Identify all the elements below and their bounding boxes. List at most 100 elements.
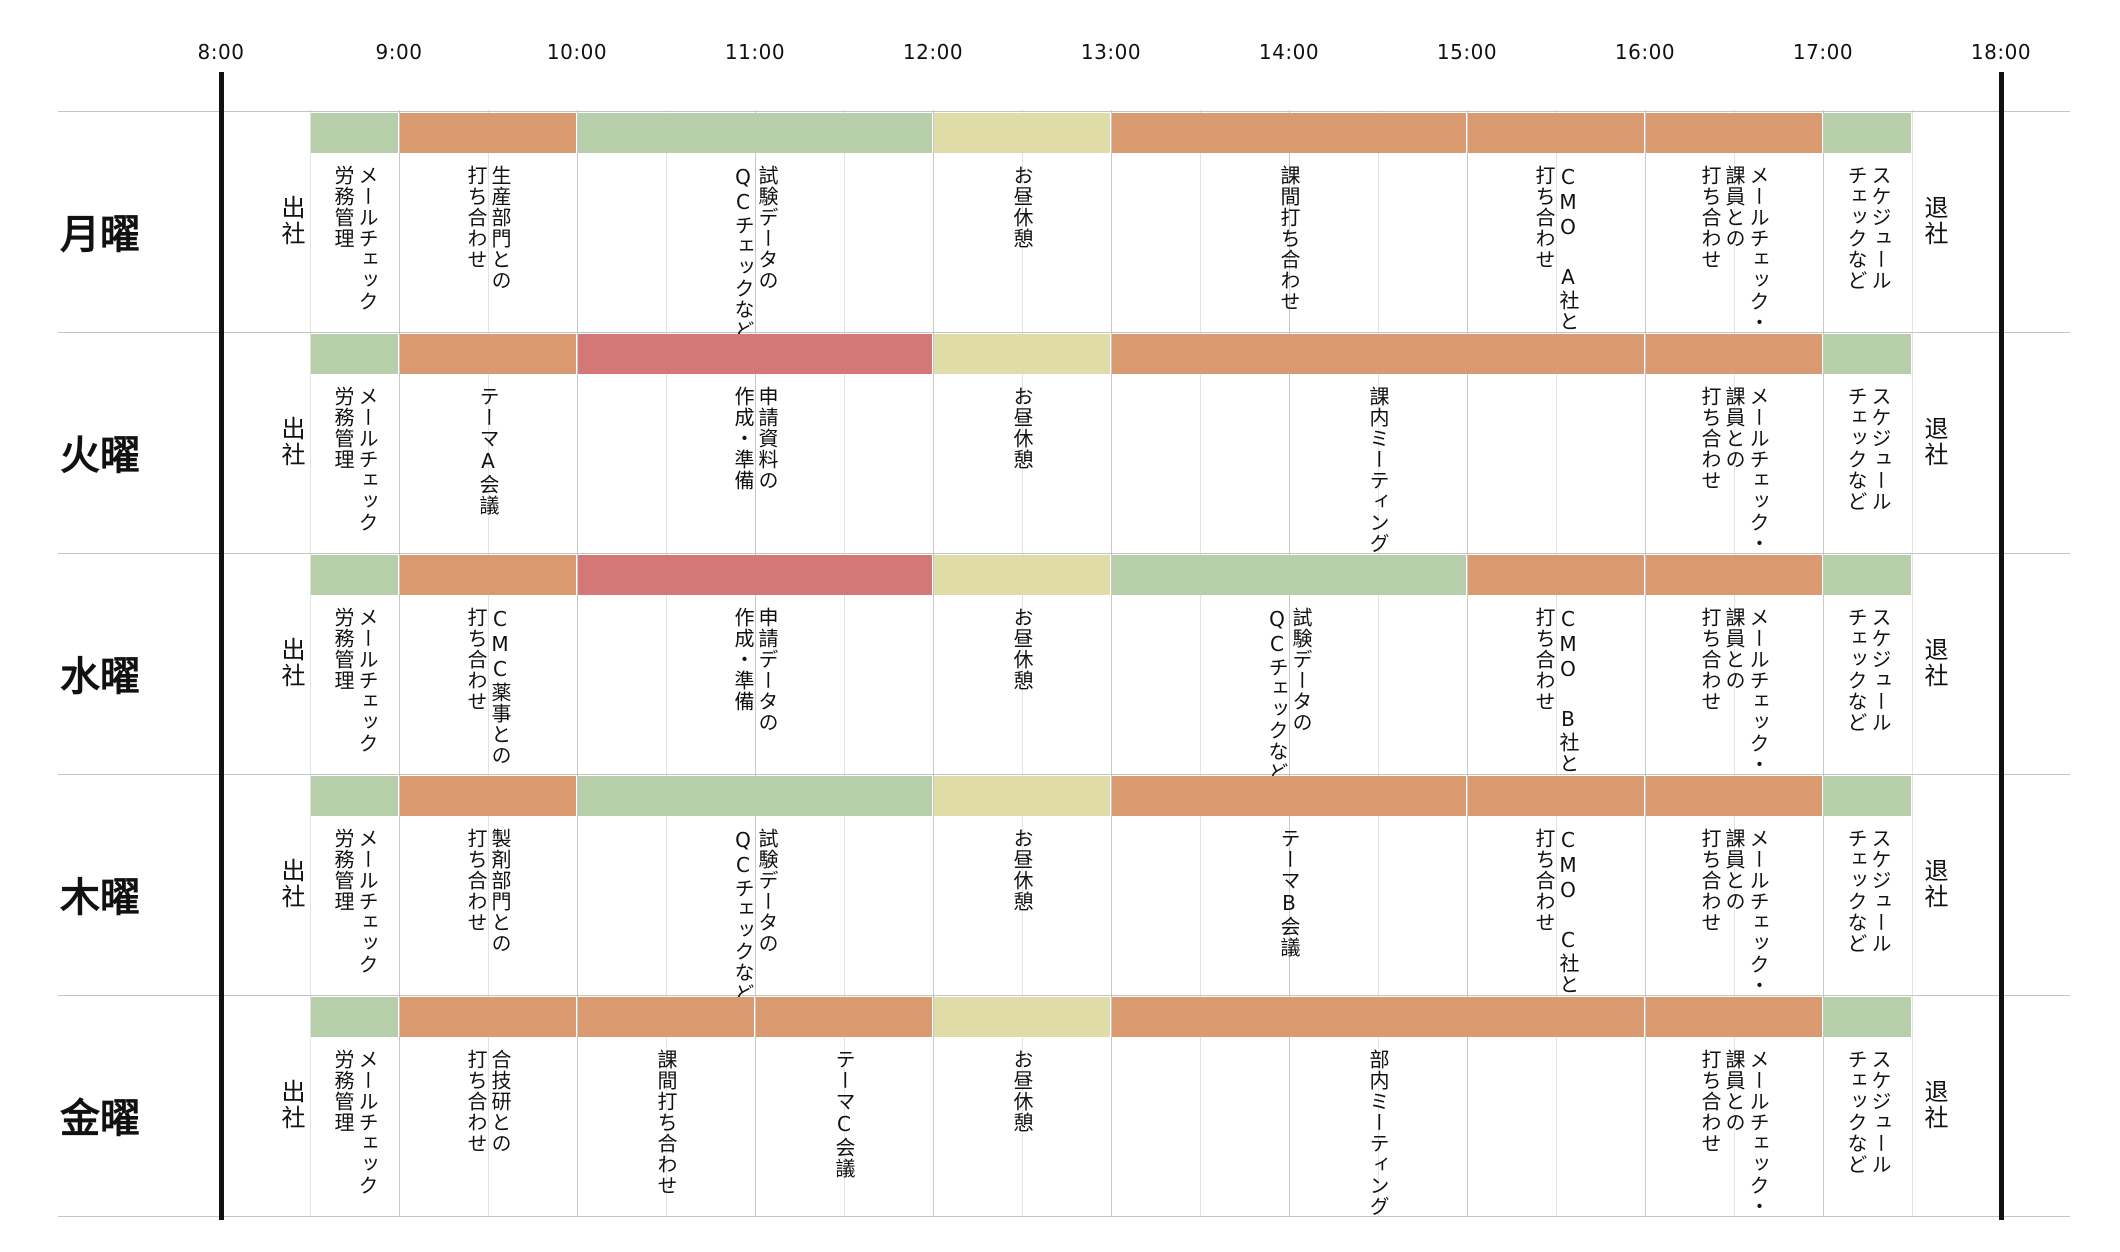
event-label: お昼休憩 [1010, 386, 1034, 470]
event-label: メールチェック・ 課員との 打ち合わせ [1698, 1049, 1770, 1217]
day-label: 月曜 [60, 211, 140, 258]
event-bar [934, 997, 1110, 1037]
event-bar [578, 997, 754, 1037]
event-label: 生産部門との 打ち合わせ [464, 165, 512, 291]
hour-label: 8:00 [197, 40, 245, 64]
end-label: 退社 [1920, 637, 1948, 689]
end-axis-line [1999, 72, 2004, 1220]
event-label: CMO B社との 打ち合わせ [1532, 607, 1580, 795]
day-label: 木曜 [60, 874, 140, 921]
grid-line [1378, 110, 1379, 1217]
row-separator [58, 995, 2070, 996]
grid-line [1556, 110, 1557, 1217]
event-bar [1646, 776, 1822, 816]
hour-label: 16:00 [1614, 40, 1676, 64]
event-bar [1468, 776, 1644, 816]
hour-label: 10:00 [546, 40, 608, 64]
start-label: 出社 [277, 416, 305, 468]
event-bar [1824, 113, 1911, 153]
event-bar [400, 997, 576, 1037]
event-bar [1824, 555, 1911, 595]
event-bar [1646, 334, 1822, 374]
event-label: メールチェック 労務管理 [331, 828, 379, 975]
grid-line [1734, 110, 1735, 1217]
event-bar [400, 334, 576, 374]
event-bar [400, 776, 576, 816]
event-label: スケジュール チェックなど [1844, 607, 1892, 733]
grid-line [844, 110, 845, 1217]
event-label: メールチェック 労務管理 [331, 607, 379, 754]
event-bar [311, 776, 398, 816]
event-bar [311, 555, 398, 595]
event-bar [311, 113, 398, 153]
grid-line [933, 110, 934, 1217]
day-label: 火曜 [60, 432, 140, 479]
hour-label: 17:00 [1792, 40, 1854, 64]
event-bar [578, 334, 932, 374]
event-bar [1112, 555, 1466, 595]
event-bar [400, 113, 576, 153]
event-bar [578, 555, 932, 595]
event-bar [1112, 997, 1644, 1037]
hour-label: 18:00 [1970, 40, 2032, 64]
event-label: お昼休憩 [1010, 1049, 1034, 1133]
event-label: CMC薬事との 打ち合わせ [464, 607, 512, 766]
event-bar [1646, 997, 1822, 1037]
end-label: 退社 [1920, 195, 1948, 247]
event-bar [578, 776, 932, 816]
event-label: テーマB会議 [1277, 828, 1301, 958]
event-bar [400, 555, 576, 595]
hour-label: 13:00 [1080, 40, 1142, 64]
event-label: メールチェック・ 課員との 打ち合わせ [1698, 386, 1770, 554]
row-separator [58, 111, 2070, 112]
event-label: 試験データの QCチェックなど [731, 165, 779, 341]
event-label: メールチェック 労務管理 [331, 1049, 379, 1196]
grid-line [1111, 110, 1112, 1217]
event-label: テーマC会議 [832, 1049, 856, 1179]
start-axis-line [219, 72, 224, 1220]
event-bar [1824, 997, 1911, 1037]
row-separator [58, 332, 2070, 333]
event-bar [1824, 334, 1911, 374]
event-bar [934, 776, 1110, 816]
event-bar [934, 113, 1110, 153]
event-label: スケジュール チェックなど [1844, 386, 1892, 512]
event-bar [1646, 113, 1822, 153]
grid-line [399, 110, 400, 1217]
grid-line [1823, 110, 1824, 1217]
grid-line [1022, 110, 1023, 1217]
event-label: メールチェック 労務管理 [331, 386, 379, 533]
event-bar [756, 997, 932, 1037]
event-label: お昼休憩 [1010, 607, 1034, 691]
event-bar [934, 555, 1110, 595]
grid-line [1645, 110, 1646, 1217]
event-label: 課間打ち合わせ [1277, 165, 1301, 312]
event-label: 部内ミーティング [1366, 1049, 1390, 1217]
event-bar [934, 334, 1110, 374]
end-label: 退社 [1920, 416, 1948, 468]
event-label: お昼休憩 [1010, 165, 1034, 249]
event-label: メールチェック・ 課員との 打ち合わせ [1698, 165, 1770, 333]
event-label: 合技研との 打ち合わせ [464, 1049, 512, 1154]
event-bar [1646, 555, 1822, 595]
event-label: メールチェック・ 課員との 打ち合わせ [1698, 828, 1770, 996]
event-label: 課間打ち合わせ [654, 1049, 678, 1196]
event-bar [1468, 113, 1644, 153]
event-label: 試験データの QCチェックなど [731, 828, 779, 1004]
event-label: テーマA会議 [476, 386, 500, 516]
hour-label: 14:00 [1258, 40, 1320, 64]
event-label: 製剤部門との 打ち合わせ [464, 828, 512, 954]
row-separator [58, 1216, 2070, 1217]
event-bar [1112, 334, 1644, 374]
event-bar [311, 334, 398, 374]
day-label: 水曜 [60, 653, 140, 700]
grid-line [488, 110, 489, 1217]
event-bar [1824, 776, 1911, 816]
day-label: 金曜 [60, 1095, 140, 1142]
end-label: 退社 [1920, 1079, 1948, 1131]
grid-line [310, 110, 311, 1217]
event-bar [578, 113, 932, 153]
event-label: CMO C社との 打ち合わせ [1532, 828, 1580, 1016]
event-label: CMO A社との 打ち合わせ [1532, 165, 1580, 353]
